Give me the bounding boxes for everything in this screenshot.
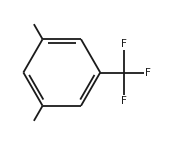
Text: F: F (121, 39, 127, 49)
Text: F: F (145, 68, 150, 77)
Text: F: F (121, 96, 127, 106)
